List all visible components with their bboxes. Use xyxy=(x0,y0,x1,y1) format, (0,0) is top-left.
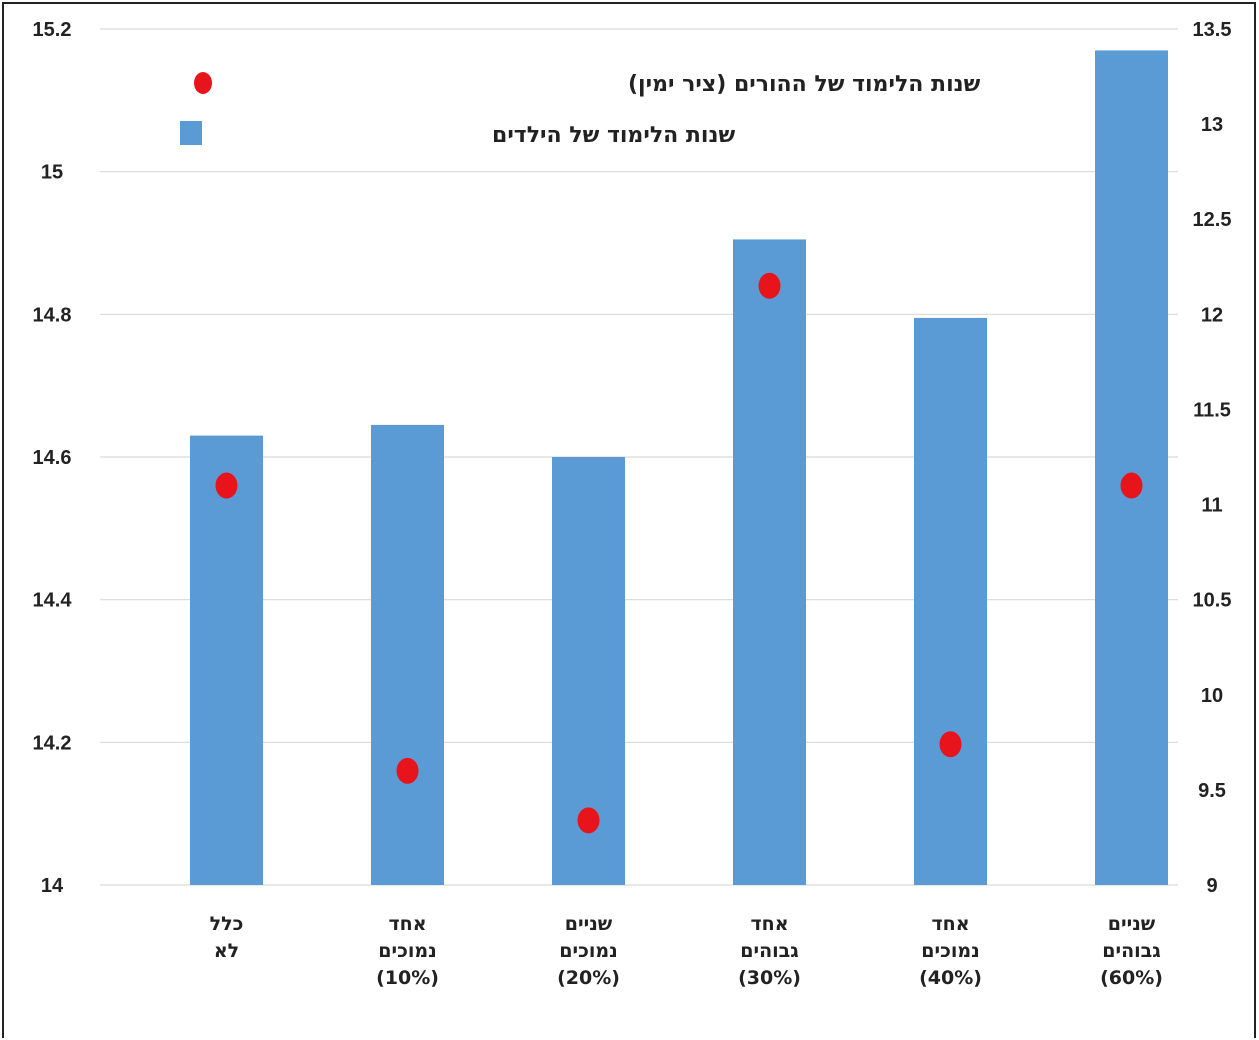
category-label: (40%) xyxy=(919,967,982,989)
left-tick-label: 15 xyxy=(41,162,63,184)
right-tick-label: 12 xyxy=(1201,304,1223,326)
category-label: (10%) xyxy=(376,967,439,989)
right-axis: 13.5 13 12.5 12 11.5 11 10.5 10 9.5 9 xyxy=(1193,19,1232,897)
right-tick-label: 13.5 xyxy=(1193,19,1232,41)
left-axis: 15.2 15 14.8 14.6 14.4 14.2 14 xyxy=(33,19,73,897)
dot-point xyxy=(577,807,600,834)
category-label: כלל xyxy=(210,913,244,935)
right-tick-label: 9.5 xyxy=(1198,780,1226,802)
dot-point xyxy=(396,757,419,784)
left-tick-label: 14 xyxy=(41,875,64,897)
dot-point xyxy=(215,472,238,499)
gridlines xyxy=(100,28,1178,886)
category-label: לא xyxy=(214,940,239,962)
legend-label-children: שנות הלימוד של הילדים xyxy=(492,123,735,148)
legend-bar-marker xyxy=(180,121,202,145)
bar xyxy=(733,239,806,885)
right-tick-label: 11 xyxy=(1201,495,1222,517)
left-tick-label: 14.8 xyxy=(33,304,72,326)
legend-label-parents: שנות הלימוד של ההורים (ציר ימין) xyxy=(628,72,981,97)
dot-series xyxy=(215,272,1143,834)
category-label: אחד xyxy=(388,913,426,935)
bar xyxy=(1095,50,1168,885)
category-label: אחד xyxy=(931,913,969,935)
bar xyxy=(914,317,987,885)
right-tick-label: 13 xyxy=(1201,114,1223,136)
category-label: שניים xyxy=(1108,913,1156,935)
dot-point xyxy=(1120,472,1143,499)
category-label: (20%) xyxy=(557,967,620,989)
right-tick-label: 10 xyxy=(1201,685,1223,707)
left-tick-label: 15.2 xyxy=(33,19,72,41)
right-tick-label: 12.5 xyxy=(1193,209,1232,231)
left-tick-label: 14.6 xyxy=(33,447,72,469)
category-label: גבוהים xyxy=(740,940,798,962)
category-label: (60%) xyxy=(1100,967,1163,989)
legend-dot-marker xyxy=(194,72,212,94)
left-tick-label: 14.2 xyxy=(33,732,72,754)
category-label: שניים xyxy=(565,913,613,935)
category-label: נמוכים xyxy=(921,940,979,962)
bar xyxy=(371,424,444,885)
bar-series xyxy=(190,50,1168,885)
category-label: אחד xyxy=(750,913,788,935)
category-label: גבוהים xyxy=(1102,940,1160,962)
right-tick-label: 10.5 xyxy=(1193,590,1232,612)
dot-point xyxy=(939,731,962,758)
right-tick-label: 9 xyxy=(1206,875,1217,897)
right-tick-label: 11.5 xyxy=(1193,399,1231,421)
category-axis: כלל לא אחד נמוכים (10%) שניים נמוכים (20%) אחד גב… xyxy=(210,913,1163,989)
dot-point xyxy=(758,272,781,299)
category-label: נמוכים xyxy=(378,940,436,962)
category-label: (30%) xyxy=(738,967,801,989)
legend: שנות הלימוד של ההורים (ציר ימין) שנות הל… xyxy=(180,72,981,148)
left-tick-label: 14.4 xyxy=(33,590,73,612)
category-label: נמוכים xyxy=(559,940,617,962)
bar xyxy=(190,435,263,885)
